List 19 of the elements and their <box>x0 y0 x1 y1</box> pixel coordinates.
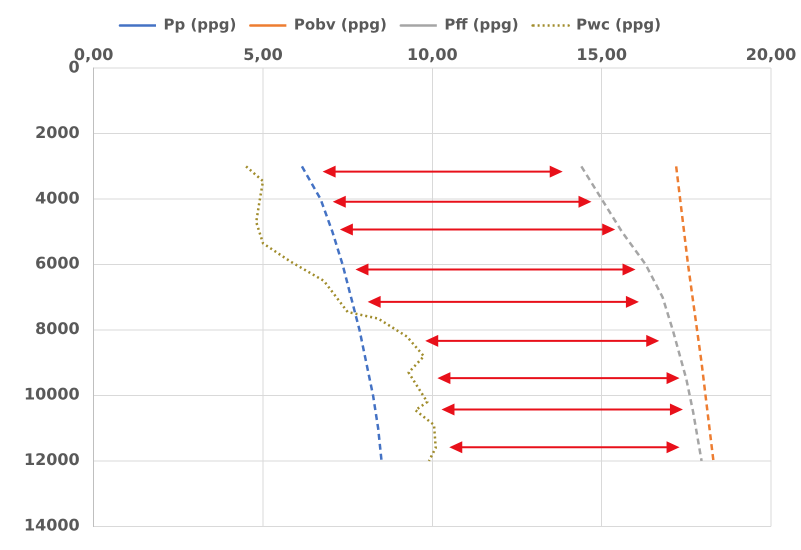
x-tick-label: 15,00 <box>576 44 627 64</box>
x-tick-label: 5,00 <box>243 44 283 64</box>
y-tick-label: 8000 <box>35 319 80 338</box>
line-series <box>674 165 715 462</box>
legend-label: Pp (ppg) <box>163 15 236 34</box>
line-series <box>580 165 703 462</box>
legend-label: Pwc (ppg) <box>576 15 662 34</box>
y-tick-label: 2000 <box>35 122 80 142</box>
x-tick-label: 10,00 <box>407 44 458 64</box>
line-series <box>244 165 437 462</box>
x-tick-label: 20,00 <box>746 44 796 64</box>
y-tick-label: 14000 <box>24 516 80 535</box>
y-tick-label: 6000 <box>35 254 80 273</box>
y-tick-label: 10000 <box>24 384 80 404</box>
y-tick-label: 4000 <box>35 188 80 208</box>
y-tick-label: 12000 <box>24 450 80 470</box>
legend-label: Pff (ppg) <box>444 15 519 34</box>
line-series <box>300 165 383 462</box>
legend-label: Pobv (ppg) <box>294 15 387 34</box>
